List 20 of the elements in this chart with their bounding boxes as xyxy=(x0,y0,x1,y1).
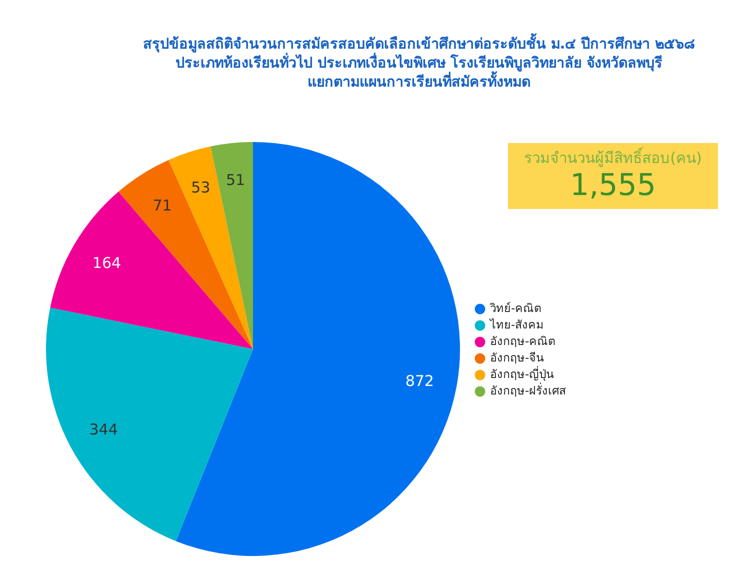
legend-label: อังกฤษ-คณิต xyxy=(490,334,556,348)
legend-label: วิทย์-คณิต xyxy=(489,301,542,315)
data-label: 53 xyxy=(191,178,210,197)
legend-label: อังกฤษ-ฝรั่งเศส xyxy=(490,382,566,398)
pie-slice xyxy=(46,308,253,542)
chart-title: สรุปข้อมูลสถิติจำนวนการสมัครสอบคัดเลือกเข้าศึกษาต่อระดับชั้น ม.๔ ปีการศึกษา ๒๕๖๘ ประเภทห้องเรียนทั่วไป ประเภทเงื่อนไขพิเศษ โรงเรียนพิบูลวิทยาลัย จังหวัดลพบุรี แยกตามแผนการเรียนที่สมัครทั้งหมด xyxy=(142,32,696,91)
pie-slice xyxy=(176,142,460,556)
data-label: 164 xyxy=(92,254,122,272)
pie-slice xyxy=(168,146,253,349)
data-label: 51 xyxy=(226,171,246,190)
data-label: 344 xyxy=(89,420,118,438)
legend-label: ไทย-สังคม xyxy=(489,318,544,332)
data-label: 71 xyxy=(152,196,172,215)
pie-slice xyxy=(118,160,253,349)
legend-label: อังกฤษ-ญี่ปุ่น xyxy=(490,366,554,381)
pie-slice xyxy=(210,142,253,349)
data-label: 872 xyxy=(405,372,434,390)
note-card: รวมจำนวนผู้มีสิทธิ์สอบ(คน) 1,555 xyxy=(508,143,718,209)
legend-label: อังกฤษ-จีน xyxy=(490,350,544,364)
pie-slice xyxy=(50,192,253,349)
